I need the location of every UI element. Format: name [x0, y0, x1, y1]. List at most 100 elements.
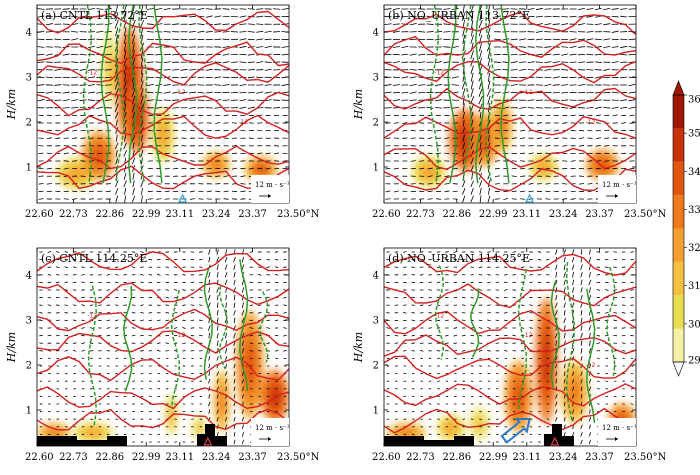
wind-vector — [239, 83, 247, 87]
wind-vector — [123, 72, 127, 82]
wind-vector — [594, 99, 602, 101]
wind-vector — [418, 15, 426, 18]
x-tick-label: 22.86 — [95, 209, 124, 220]
wind-vector — [123, 172, 127, 180]
wind-vector — [45, 31, 53, 33]
wind-vector — [537, 304, 542, 307]
wind-vector — [132, 12, 135, 22]
wind-vector — [612, 114, 618, 117]
wind-vector — [48, 418, 51, 420]
wind-vector — [478, 95, 483, 105]
wind-vector — [148, 312, 153, 314]
wind-vector — [71, 107, 79, 109]
x-tick-label: 23.50°N — [277, 452, 320, 463]
wind-vector — [81, 281, 85, 284]
wind-vector — [419, 312, 424, 314]
reference-box — [598, 175, 636, 203]
wind-vector — [264, 99, 272, 102]
wind-vector — [597, 372, 600, 375]
x-tick-label: 22.73 — [59, 452, 88, 463]
y-tick-label: 4 — [373, 271, 379, 282]
wind-vector — [478, 149, 483, 157]
wind-vector — [563, 432, 566, 437]
wind-vector — [132, 180, 135, 188]
wind-vector — [131, 319, 136, 322]
wind-vector — [106, 334, 111, 337]
wind-vector — [54, 68, 62, 71]
wind-vector — [98, 258, 102, 261]
colorbar-segment — [673, 161, 684, 196]
wind-vector — [241, 439, 244, 445]
wind-vector — [188, 15, 196, 18]
wind-vector — [427, 129, 433, 132]
wind-vector — [580, 264, 583, 270]
wind-vector — [628, 106, 636, 109]
location-marker — [178, 193, 188, 203]
wind-vector — [216, 272, 219, 278]
wind-vector — [233, 302, 236, 308]
wind-vector — [512, 251, 516, 253]
wind-vector — [419, 304, 424, 306]
wind-vector — [114, 88, 119, 97]
wind-vector — [386, 395, 390, 398]
wind-vector — [146, 91, 154, 94]
wind-vector — [445, 266, 449, 268]
wind-vector — [409, 23, 417, 26]
wind-vector — [580, 310, 583, 316]
wind-vector — [630, 403, 634, 405]
wind-vector — [419, 183, 425, 185]
wind-vector — [538, 395, 541, 398]
wind-vector — [115, 188, 119, 195]
wind-vector — [123, 19, 127, 29]
wind-vector — [123, 142, 127, 150]
wind-vector — [569, 38, 577, 41]
wind-vector — [115, 134, 118, 142]
wind-vector — [257, 311, 262, 314]
x-tick-label: 23.50°N — [277, 209, 320, 220]
wind-vector — [283, 251, 287, 253]
wind-vector — [206, 190, 212, 193]
wind-vector — [527, 61, 535, 64]
wind-vector — [148, 274, 153, 276]
red-contours — [384, 11, 636, 192]
wind-vector — [479, 180, 483, 188]
wind-vector — [233, 317, 236, 324]
wind-vector — [39, 258, 43, 261]
y-tick-label: 1 — [26, 163, 32, 174]
wind-vector — [79, 53, 87, 56]
wind-vector — [571, 432, 575, 437]
wind-vector — [385, 137, 391, 139]
wind-vector — [453, 274, 458, 276]
wind-vector — [180, 53, 188, 56]
wind-vector — [96, 8, 104, 10]
wind-vector — [503, 258, 508, 261]
wind-vector — [216, 432, 219, 437]
red-contour — [37, 10, 289, 34]
colorbar-tick-label: 31 — [688, 281, 700, 292]
wind-vector — [503, 114, 509, 117]
wind-vector — [621, 311, 626, 314]
wind-vector — [437, 403, 440, 405]
shading-core — [445, 422, 457, 434]
wind-vector — [488, 187, 490, 195]
wind-vector — [216, 287, 220, 293]
wind-vector — [453, 296, 458, 299]
y-axis-label: H/km — [352, 332, 365, 363]
wind-vector — [572, 394, 575, 399]
wind-vector — [54, 38, 62, 41]
x-tick-label: 23.37 — [238, 452, 267, 463]
wind-vector — [123, 50, 127, 60]
wind-vector — [411, 334, 416, 337]
wind-vector — [462, 111, 465, 119]
plot-area: -12-12-12 — [37, 249, 289, 446]
wind-vector — [384, 23, 392, 26]
red-contours — [37, 10, 289, 190]
wind-vector — [87, 76, 96, 79]
wind-vector — [258, 380, 262, 382]
wind-vector — [419, 160, 425, 162]
wind-vector — [239, 15, 247, 18]
wind-vector — [72, 137, 78, 140]
wind-vector — [538, 410, 541, 413]
wind-vector — [628, 99, 636, 102]
